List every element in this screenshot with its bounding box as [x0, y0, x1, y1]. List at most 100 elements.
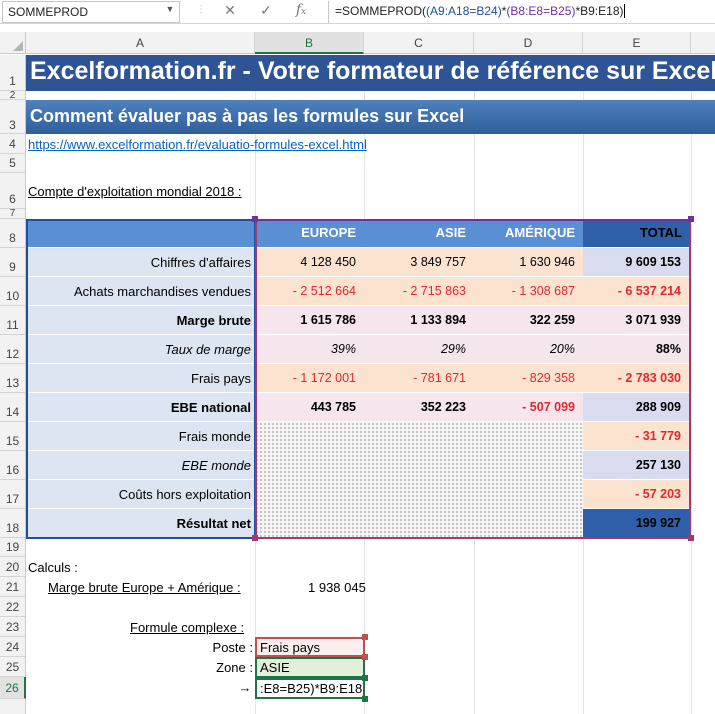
row-header-2[interactable]: 2 [0, 91, 26, 101]
total-cell[interactable]: - 2 783 030 [583, 364, 690, 393]
row-header-16[interactable]: 16 [0, 451, 26, 480]
row-header-15[interactable]: 15 [0, 422, 26, 451]
insert-function-icon[interactable]: fx [295, 2, 307, 18]
range-handle[interactable] [252, 535, 258, 541]
formula-prefix: =SOMMEPROD( [335, 4, 427, 18]
row-header-1[interactable]: 1 [0, 55, 26, 91]
formula-input[interactable]: =SOMMEPROD((A9:A18=B24)*(B8:E8=B25)*B9:E… [328, 1, 715, 23]
column-header-a[interactable]: A [26, 32, 255, 54]
row-header-11[interactable]: 11 [0, 306, 26, 335]
total-cell[interactable]: 199 927 [583, 509, 690, 538]
table-cell[interactable]: - 781 671 [364, 364, 474, 393]
range-handle[interactable] [362, 696, 368, 702]
total-cell[interactable]: - 6 537 214 [583, 277, 690, 306]
marge-label: Marge brute Europe + Amérique : [48, 580, 241, 595]
range-handle[interactable] [362, 654, 368, 660]
calc-title: Calculs : [28, 560, 78, 575]
column-header-f[interactable] [691, 32, 715, 54]
table-cell[interactable]: 3 849 757 [364, 248, 474, 277]
column-header-c[interactable]: C [364, 32, 474, 54]
total-cell[interactable]: 257 130 [583, 451, 690, 480]
formula-edit-cell[interactable]: :E8=B25)*B9:E18) [255, 678, 365, 699]
range-handle[interactable] [362, 675, 368, 681]
row-header-26[interactable]: 26 [0, 677, 26, 699]
table-cell[interactable]: 4 128 450 [255, 248, 364, 277]
range-handle[interactable] [362, 634, 368, 640]
range-handle[interactable] [688, 216, 694, 222]
row-header-13[interactable]: 13 [0, 364, 26, 393]
total-cell[interactable]: 88% [583, 335, 690, 364]
row-label: EBE national [26, 393, 255, 422]
arrow-icon: → [238, 680, 252, 695]
header-europe: EUROPE [255, 219, 364, 247]
name-box[interactable]: SOMMEPROD [2, 1, 180, 23]
table-cell[interactable]: - 507 099 [474, 393, 583, 422]
text-cursor [624, 4, 626, 18]
total-cell[interactable]: - 31 779 [583, 422, 690, 451]
total-cell[interactable]: 3 071 939 [583, 306, 690, 335]
table-cell[interactable]: 20% [474, 335, 583, 364]
row-header-17[interactable]: 17 [0, 480, 26, 509]
row-label: Chiffres d'affaires [26, 248, 255, 277]
chevron-down-icon[interactable]: ▼ [165, 4, 175, 14]
row-header-7[interactable]: 7 [0, 209, 26, 219]
select-all-corner[interactable] [0, 32, 26, 54]
column-header-d[interactable]: D [474, 32, 583, 54]
row-header-22[interactable]: 22 [0, 597, 26, 617]
row-label: Coûts hors exploitation [26, 480, 255, 509]
row-header-18[interactable]: 18 [0, 509, 26, 538]
formule-label: Formule complexe : [130, 620, 245, 635]
formula-op: * [501, 4, 507, 18]
table-cell[interactable]: 1 615 786 [255, 306, 364, 335]
table-cell[interactable]: - 1 308 687 [474, 277, 583, 306]
row-header-12[interactable]: 12 [0, 335, 26, 364]
total-cell[interactable]: 288 909 [583, 393, 690, 422]
table-cell[interactable]: 1 630 946 [474, 248, 583, 277]
dotted-fill-area [255, 422, 583, 538]
poste-input[interactable]: Frais pays [255, 637, 365, 657]
row-header-20[interactable]: 20 [0, 557, 26, 577]
column-header-b[interactable]: B [255, 32, 364, 54]
table-cell[interactable]: - 1 172 001 [255, 364, 364, 393]
table-cell[interactable]: 443 785 [255, 393, 364, 422]
row-header-27[interactable] [0, 699, 26, 714]
row-header-21[interactable]: 21 [0, 577, 26, 597]
row-label: Frais pays [26, 364, 255, 393]
table-cell[interactable]: - 829 358 [474, 364, 583, 393]
row-header-9[interactable]: 9 [0, 248, 26, 277]
range-handle[interactable] [688, 535, 694, 541]
table-cell[interactable]: 39% [255, 335, 364, 364]
row-header-4[interactable]: 4 [0, 134, 26, 154]
total-cell[interactable]: 9 609 153 [583, 248, 690, 277]
row-label: Frais monde [26, 422, 255, 451]
row-header-19[interactable]: 19 [0, 538, 26, 557]
table-cell[interactable]: 29% [364, 335, 474, 364]
row-label: Achats marchandises vendues [26, 277, 255, 306]
row-header-5[interactable]: 5 [0, 154, 26, 173]
row-header-24[interactable]: 24 [0, 637, 26, 657]
row-label: Marge brute [26, 306, 255, 335]
column-header-e[interactable]: E [583, 32, 691, 54]
row-header-10[interactable]: 10 [0, 277, 26, 306]
row-header-8[interactable]: 8 [0, 219, 26, 248]
table-cell[interactable]: - 2 512 664 [255, 277, 364, 306]
table-cell[interactable]: 322 259 [474, 306, 583, 335]
range-handle[interactable] [252, 216, 258, 222]
row-header-3[interactable]: 3 [0, 100, 26, 134]
cancel-icon[interactable]: ✕ [224, 2, 236, 18]
grid-line [691, 55, 692, 714]
table-cell[interactable]: 1 133 894 [364, 306, 474, 335]
row-header-14[interactable]: 14 [0, 393, 26, 422]
row-label: Taux de marge [26, 335, 255, 364]
row-header-6[interactable]: 6 [0, 173, 26, 209]
zone-input[interactable]: ASIE [255, 657, 365, 678]
total-cell[interactable]: - 57 203 [583, 480, 690, 509]
sheet-title: Excelformation.fr - Votre formateur de r… [26, 55, 715, 91]
row-header-23[interactable]: 23 [0, 617, 26, 637]
marge-value[interactable]: 1 938 045 [308, 580, 366, 595]
row-header-25[interactable]: 25 [0, 657, 26, 677]
source-link[interactable]: https://www.excelformation.fr/evaluatio-… [28, 137, 367, 152]
table-cell[interactable]: 352 223 [364, 393, 474, 422]
enter-check-icon[interactable]: ✓ [260, 2, 272, 18]
table-cell[interactable]: - 2 715 863 [364, 277, 474, 306]
